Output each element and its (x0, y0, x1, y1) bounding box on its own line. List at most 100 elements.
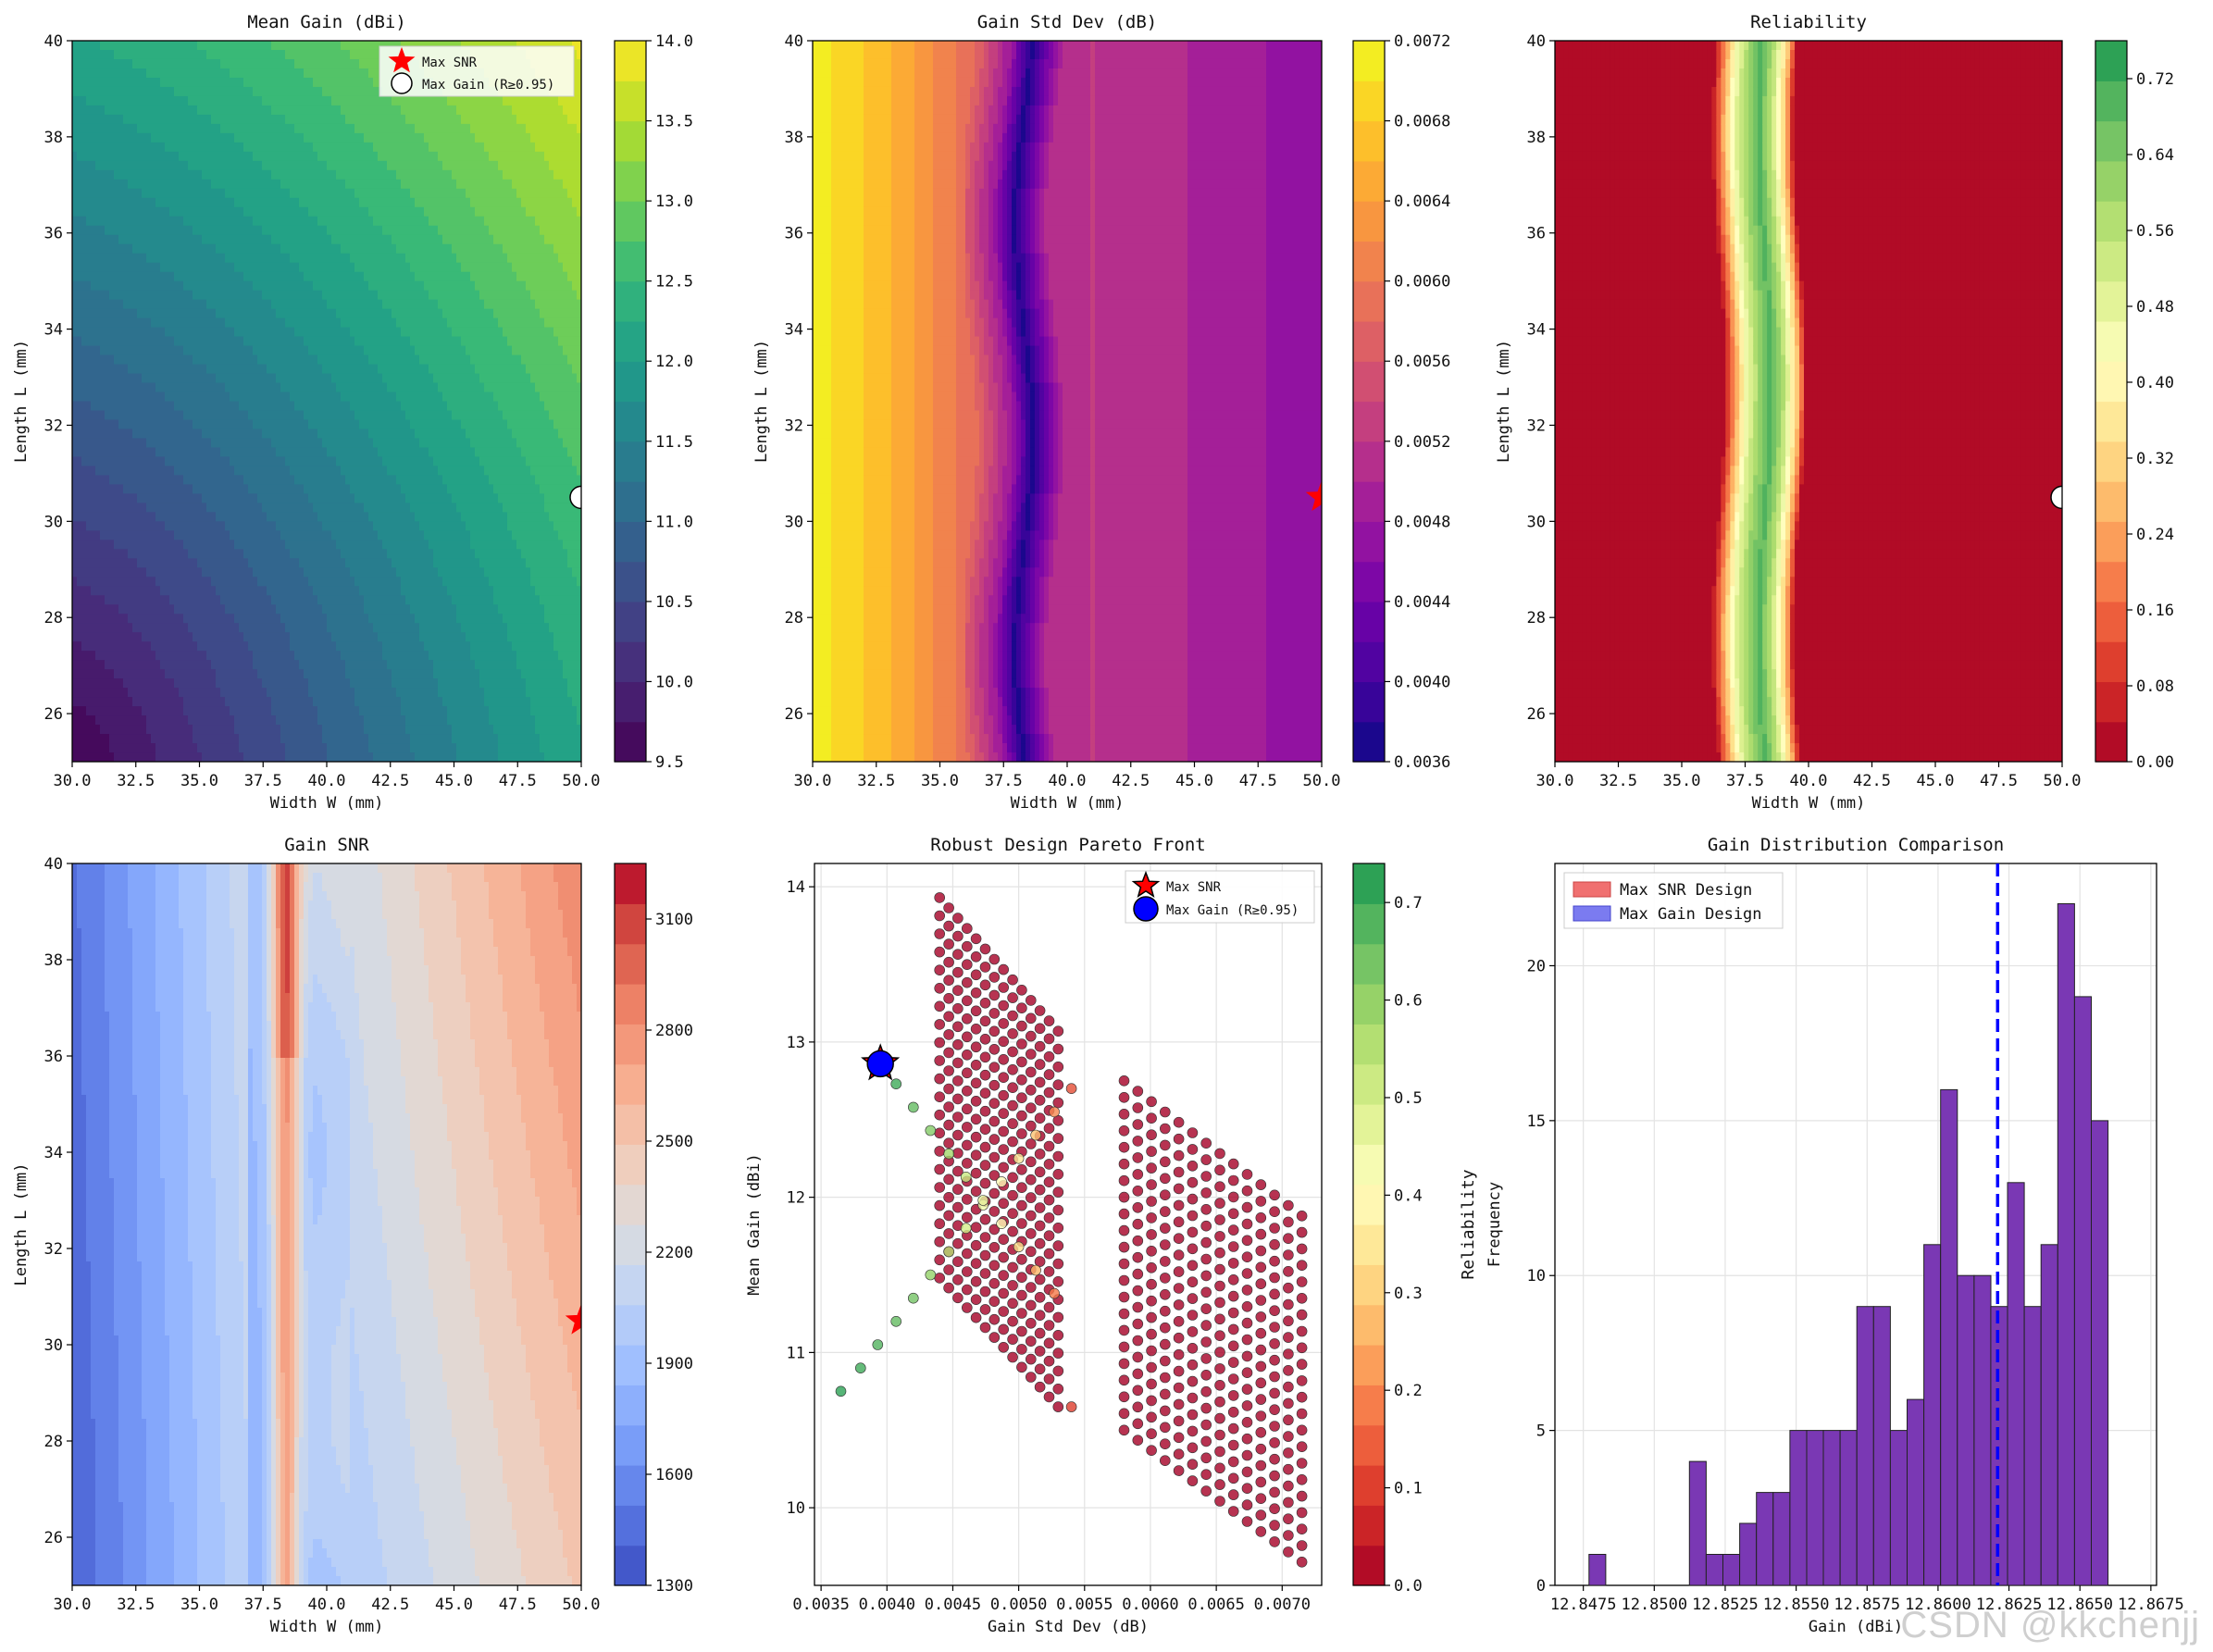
contour-cell (308, 706, 314, 716)
contour-cell (271, 382, 277, 393)
contour-cell (165, 243, 170, 255)
contour-cell (267, 512, 272, 523)
contour-cell (345, 669, 351, 679)
contour-cell (276, 512, 281, 523)
contour-cell (123, 595, 129, 605)
contour-cell (262, 623, 267, 633)
contour-cell (188, 438, 193, 449)
contour-cell (304, 262, 309, 273)
contour-cell (257, 447, 263, 458)
contour-cell (276, 688, 281, 698)
contour-cell (239, 271, 244, 282)
contour-cell (234, 271, 240, 282)
contour-cell (345, 549, 351, 559)
contour-cell (234, 706, 240, 716)
contour-cell (105, 391, 110, 403)
contour-cell (72, 410, 78, 421)
contour-cell (132, 225, 138, 236)
contour-cell (359, 493, 365, 504)
contour-cell (183, 114, 189, 125)
contour-cell (193, 142, 198, 153)
contour-cell (151, 364, 156, 375)
contour-cell (123, 484, 129, 495)
contour-cell (364, 382, 369, 393)
contour-cell (114, 512, 119, 523)
contour-cell (179, 456, 184, 467)
contour-cell (364, 299, 369, 310)
contour-cell (257, 632, 263, 642)
contour-cell (72, 206, 78, 217)
contour-cell (285, 521, 291, 532)
contour-cell (188, 382, 193, 393)
contour-cell (304, 290, 309, 301)
contour-cell (294, 345, 300, 356)
contour-cell (155, 734, 161, 744)
contour-cell (86, 530, 92, 541)
contour-cell (128, 493, 133, 504)
contour-cell (211, 327, 217, 338)
contour-cell (267, 58, 272, 69)
contour-cell (285, 364, 291, 375)
contour-cell (193, 438, 198, 449)
contour-cell (72, 132, 78, 143)
contour-cell (216, 521, 221, 532)
contour-cell (243, 299, 249, 310)
contour-cell (308, 68, 314, 79)
contour-cell (317, 142, 323, 153)
contour-cell (95, 197, 101, 208)
contour-cell (225, 58, 230, 69)
contour-cell (359, 678, 365, 689)
contour-cell (317, 632, 323, 642)
contour-cell (345, 558, 351, 568)
contour-cell (336, 142, 342, 153)
contour-cell (109, 558, 115, 568)
contour-cell (155, 58, 161, 69)
contour-cell (137, 419, 143, 430)
contour-cell (132, 429, 138, 440)
contour-cell (239, 521, 244, 532)
contour-cell (100, 253, 106, 264)
contour-cell (137, 688, 143, 698)
contour-cell (280, 614, 286, 624)
contour-cell (345, 123, 351, 134)
contour-cell (304, 447, 309, 458)
contour-cell (317, 493, 323, 504)
contour-cell (248, 280, 254, 292)
contour-cell (285, 530, 291, 541)
contour-cell (267, 586, 272, 596)
contour-cell (354, 364, 360, 375)
contour-cell (225, 49, 230, 60)
contour-cell (364, 132, 369, 143)
contour-cell (142, 188, 147, 199)
contour-cell (146, 253, 152, 264)
contour-cell (350, 280, 355, 292)
contour-cell (294, 354, 300, 366)
contour-cell (165, 95, 170, 106)
contour-cell (345, 456, 351, 467)
contour-cell (197, 373, 203, 384)
contour-cell (230, 262, 235, 273)
contour-cell (128, 262, 133, 273)
contour-cell (72, 688, 78, 698)
contour-cell (285, 697, 291, 707)
contour-cell (299, 660, 305, 670)
contour-cell (206, 521, 212, 532)
contour-cell (336, 697, 342, 707)
contour-cell (81, 743, 87, 753)
contour-cell (86, 114, 92, 125)
contour-cell (271, 623, 277, 633)
contour-cell (257, 327, 263, 338)
contour-cell (285, 706, 291, 716)
contour-cell (169, 493, 175, 504)
contour-cell (86, 169, 92, 180)
contour-cell (155, 151, 161, 162)
contour-cell (299, 595, 305, 605)
contour-cell (118, 401, 124, 412)
contour-cell (230, 493, 235, 504)
contour-cell (197, 345, 203, 356)
contour-cell (331, 438, 337, 449)
contour-cell (354, 132, 360, 143)
contour-cell (313, 225, 318, 236)
contour-cell (114, 364, 119, 375)
contour-cell (276, 651, 281, 661)
